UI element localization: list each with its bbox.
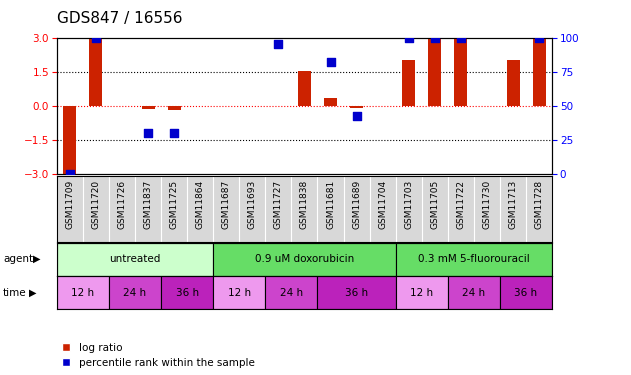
Text: GSM11726: GSM11726	[117, 180, 126, 229]
Text: GSM11730: GSM11730	[483, 180, 492, 229]
Text: GDS847 / 16556: GDS847 / 16556	[57, 11, 182, 26]
Point	[273, 41, 283, 47]
Bar	[90, 38, 102, 106]
Text: GSM11693: GSM11693	[248, 180, 257, 229]
Point	[91, 34, 101, 40]
Text: time: time	[3, 288, 27, 298]
Bar	[402, 60, 415, 106]
Bar	[396, 276, 448, 309]
Text: GSM11837: GSM11837	[143, 180, 153, 229]
Point	[169, 130, 179, 136]
Point	[534, 34, 544, 40]
Bar	[500, 276, 552, 309]
Bar	[213, 243, 396, 276]
Bar	[350, 106, 363, 108]
Point	[143, 130, 153, 136]
Bar	[324, 98, 337, 106]
Text: ▶: ▶	[29, 288, 37, 298]
Bar	[161, 276, 213, 309]
Text: GSM11681: GSM11681	[326, 180, 335, 229]
Bar	[266, 276, 317, 309]
Text: GSM11703: GSM11703	[404, 180, 413, 229]
Point	[404, 34, 414, 40]
Bar	[57, 243, 213, 276]
Point	[65, 171, 75, 177]
Bar	[298, 70, 311, 106]
Text: 24 h: 24 h	[124, 288, 146, 298]
Text: 12 h: 12 h	[71, 288, 95, 298]
Bar	[396, 243, 552, 276]
Text: 36 h: 36 h	[514, 288, 538, 298]
Bar	[507, 60, 519, 106]
Text: GSM11725: GSM11725	[170, 180, 179, 229]
Point	[430, 34, 440, 40]
Text: 36 h: 36 h	[345, 288, 368, 298]
Text: 0.9 uM doxorubicin: 0.9 uM doxorubicin	[255, 254, 354, 264]
Text: GSM11689: GSM11689	[352, 180, 361, 229]
Text: GSM11705: GSM11705	[430, 180, 439, 229]
Text: untreated: untreated	[109, 254, 161, 264]
Text: 24 h: 24 h	[463, 288, 485, 298]
Text: GSM11713: GSM11713	[509, 180, 517, 229]
Point	[326, 59, 336, 65]
Text: GSM11687: GSM11687	[221, 180, 231, 229]
Text: 0.3 mM 5-fluorouracil: 0.3 mM 5-fluorouracil	[418, 254, 530, 264]
Bar	[141, 106, 155, 109]
Text: ▶: ▶	[33, 254, 40, 264]
Text: GSM11864: GSM11864	[196, 180, 204, 229]
Text: GSM11709: GSM11709	[66, 180, 74, 229]
Text: GSM11704: GSM11704	[378, 180, 387, 229]
Point	[456, 34, 466, 40]
Bar	[428, 38, 441, 106]
Text: GSM11838: GSM11838	[300, 180, 309, 229]
Text: 12 h: 12 h	[228, 288, 251, 298]
Text: GSM11722: GSM11722	[456, 180, 466, 228]
Bar	[317, 276, 396, 309]
Text: 12 h: 12 h	[410, 288, 433, 298]
Bar	[168, 106, 180, 110]
Point	[351, 112, 362, 118]
Text: GSM11727: GSM11727	[274, 180, 283, 229]
Bar	[448, 276, 500, 309]
Bar	[533, 38, 546, 106]
Legend: log ratio, percentile rank within the sample: log ratio, percentile rank within the sa…	[62, 343, 254, 368]
Bar	[63, 106, 76, 174]
Text: GSM11720: GSM11720	[91, 180, 100, 229]
Bar	[213, 276, 266, 309]
Bar	[109, 276, 161, 309]
Bar	[57, 276, 109, 309]
Text: agent: agent	[3, 254, 33, 264]
Text: 24 h: 24 h	[280, 288, 303, 298]
Text: GSM11728: GSM11728	[534, 180, 543, 229]
Text: 36 h: 36 h	[175, 288, 199, 298]
Bar	[454, 38, 468, 106]
